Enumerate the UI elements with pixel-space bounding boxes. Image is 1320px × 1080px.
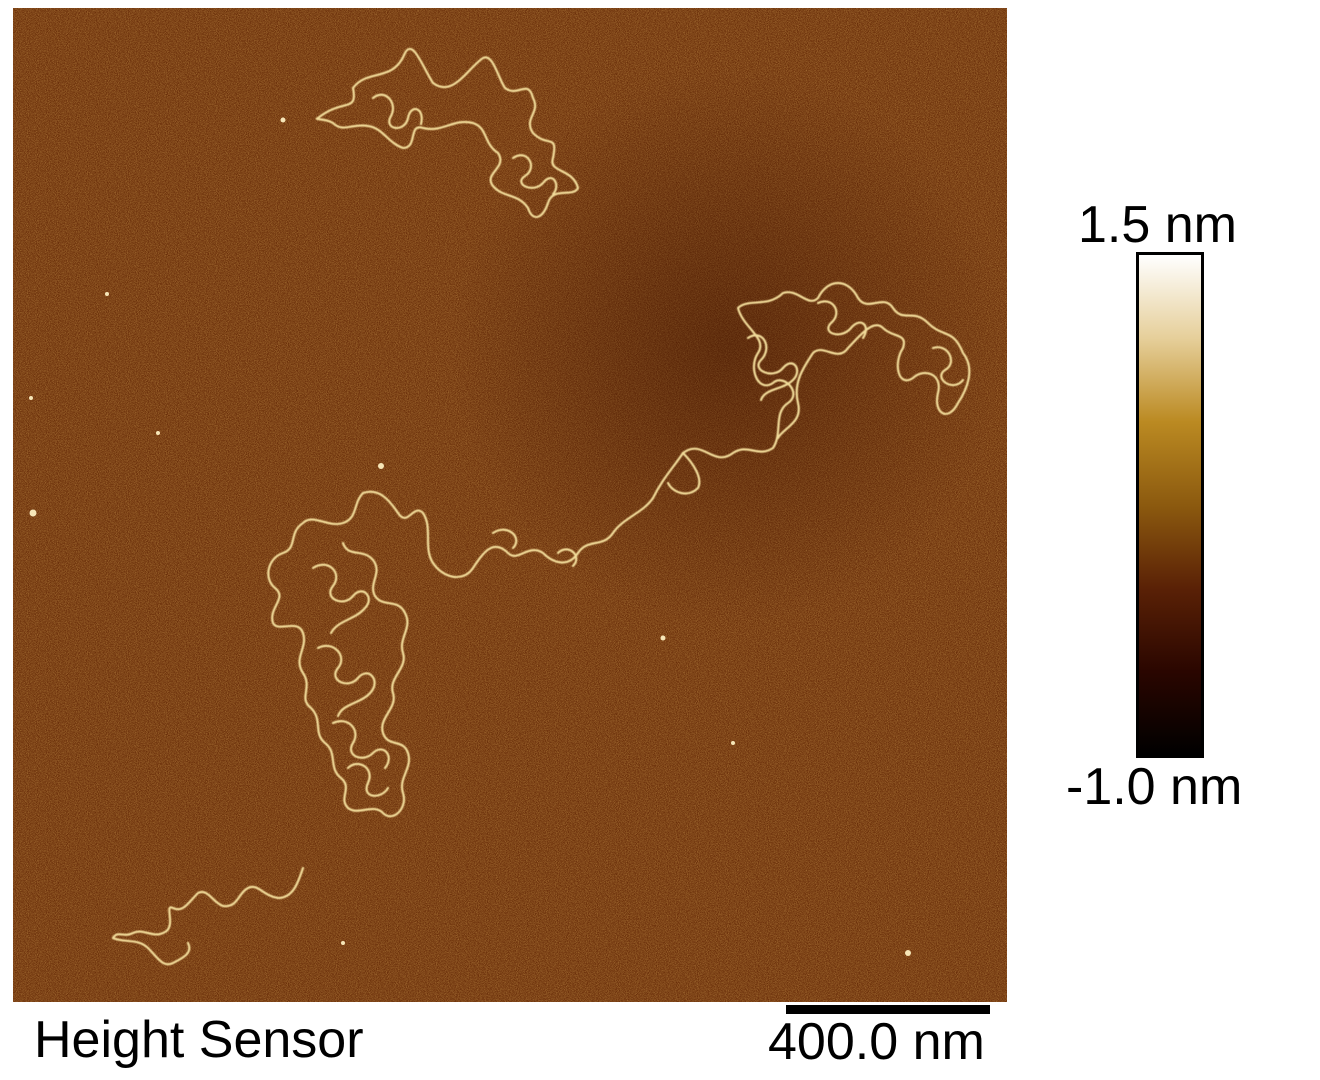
substrate-dark-region — [13, 8, 1007, 1002]
scale-bar-label: 400.0 nm — [768, 1013, 985, 1071]
dna-strands — [111, 47, 971, 966]
channel-label: Height Sensor — [34, 1011, 364, 1069]
scale-bar — [786, 1005, 990, 1014]
surface-particles — [29, 117, 911, 956]
colorbar-max-label: 1.5 nm — [1078, 196, 1237, 254]
colorbar — [1136, 252, 1204, 758]
strand-right — [681, 282, 971, 459]
colorbar-min-label: -1.0 nm — [1066, 758, 1243, 816]
strand-left — [267, 491, 411, 818]
afm-height-image — [13, 8, 1007, 1002]
strand-middle — [361, 451, 685, 579]
strand-top — [315, 47, 580, 219]
strand-tail — [111, 866, 305, 966]
